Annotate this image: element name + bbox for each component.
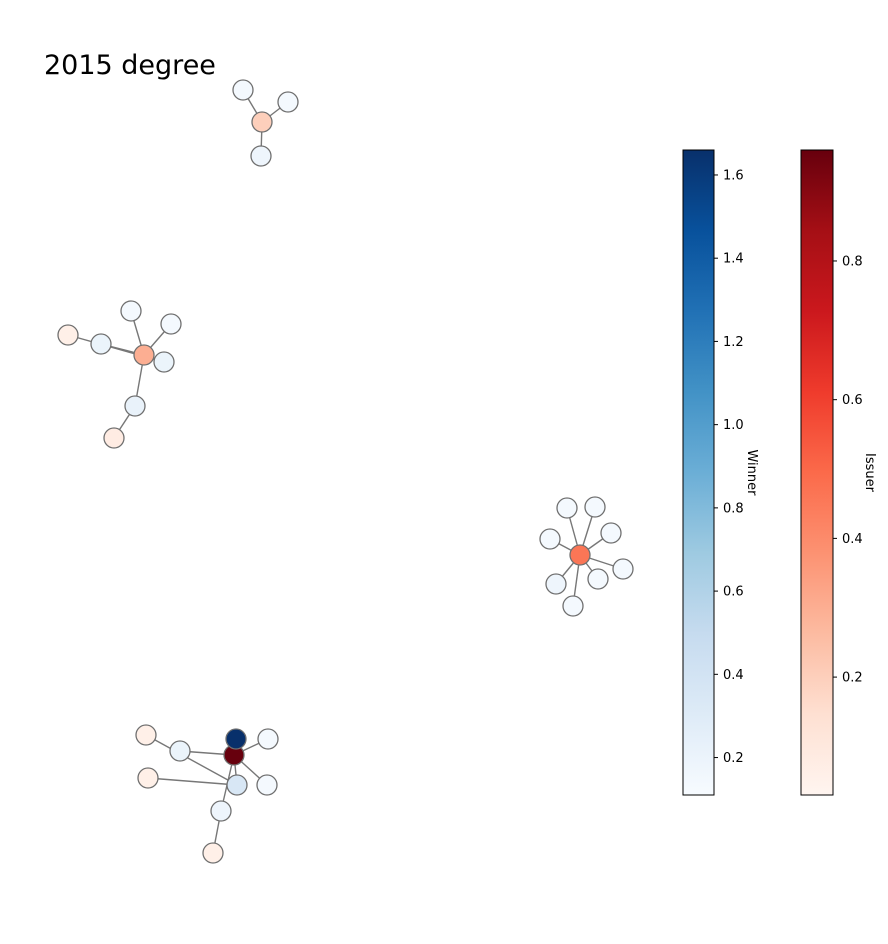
winner-node-b3 <box>160 313 182 335</box>
diagram-title: 2015 degree <box>44 50 216 81</box>
winner-tick-label: 0.2 <box>723 751 744 766</box>
winner-node-c8 <box>545 573 567 595</box>
issuer-tick-label: 0.8 <box>842 254 863 269</box>
winner-node-d6 <box>210 800 232 822</box>
winner-tick-label: 1.2 <box>723 335 744 350</box>
node-layer <box>57 79 634 864</box>
issuer-node-d9 <box>135 724 157 746</box>
edge-d8-d10 <box>147 777 238 786</box>
winner-node-a3 <box>277 91 299 113</box>
winner-node-a4 <box>250 145 272 167</box>
issuer-colorbar-label: Issuer <box>862 453 877 493</box>
winner-node-c6 <box>612 558 634 580</box>
winner-node-c3 <box>584 496 606 518</box>
winner-node-b2 <box>120 300 142 322</box>
issuer-colorbar: 0.2 0.4 0.6 0.8 Issuer <box>800 149 877 796</box>
winner-node-b4 <box>90 333 112 355</box>
winner-node-c2 <box>556 497 578 519</box>
issuer-node-c1 <box>569 544 591 566</box>
winner-colorbar-scale <box>682 149 715 796</box>
winner-node-d8 <box>226 774 248 796</box>
winner-tick-label: 0.8 <box>723 501 744 516</box>
issuer-tick-label: 0.6 <box>842 393 863 408</box>
winner-node-c4 <box>600 522 622 544</box>
winner-node-c7 <box>587 568 609 590</box>
winner-node-c9 <box>562 595 584 617</box>
winner-node-a2 <box>232 79 254 101</box>
issuer-node-b6 <box>103 427 125 449</box>
winner-node-b7 <box>153 351 175 373</box>
winner-colorbar-label: Winner <box>744 449 759 496</box>
issuer-tick-label: 0.4 <box>842 532 863 547</box>
winner-colorbar: 0.2 0.4 0.6 0.8 1.0 1.2 1.4 1.6 Winner <box>682 149 759 796</box>
winner-node-d3 <box>257 728 279 750</box>
winner-tick-label: 0.6 <box>723 585 744 600</box>
winner-tick-label: 1.0 <box>723 418 744 433</box>
issuer-node-b1 <box>133 344 155 366</box>
issuer-node-b8 <box>57 324 79 346</box>
winner-tick-label: 0.4 <box>723 668 744 683</box>
winner-node-c5 <box>539 528 561 550</box>
winner-tick-label: 1.4 <box>723 252 744 267</box>
winner-node-b5 <box>124 395 146 417</box>
issuer-node-d7 <box>202 842 224 864</box>
winner-tick-label: 1.6 <box>723 168 744 183</box>
edge-d8-d9 <box>145 734 238 786</box>
colorbar-layer: 0.20.40.60.81.01.21.41.6Winner0.20.40.60… <box>682 149 877 796</box>
winner-node-d4 <box>169 740 191 762</box>
issuer-tick-label: 0.2 <box>842 671 863 686</box>
issuer-colorbar-scale <box>800 149 834 796</box>
issuer-node-d10 <box>137 767 159 789</box>
winner-node-d5 <box>256 774 278 796</box>
issuer-node-a1 <box>251 111 273 133</box>
winner-node-d2 <box>225 728 247 750</box>
